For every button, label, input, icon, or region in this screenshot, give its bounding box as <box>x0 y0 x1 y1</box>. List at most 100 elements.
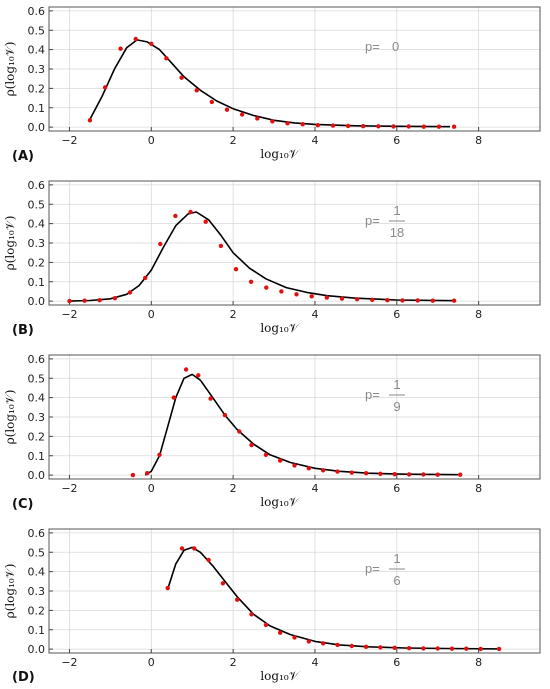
data-point <box>363 644 369 649</box>
data-point <box>370 297 375 302</box>
data-point <box>222 412 228 418</box>
x-tick-label: 4 <box>311 134 318 147</box>
annotation-prefix: p= <box>365 561 380 576</box>
data-point <box>378 471 383 476</box>
annotation-denominator: 6 <box>393 573 400 588</box>
annotation-numerator: 1 <box>393 551 400 566</box>
data-point <box>376 124 381 129</box>
data-point <box>203 219 208 224</box>
data-point <box>345 123 351 129</box>
data-point <box>165 585 170 591</box>
y-tick-label: 0.6 <box>28 179 46 192</box>
panel-label: (B) <box>12 323 34 338</box>
data-point <box>133 36 138 42</box>
data-point <box>285 121 290 126</box>
data-point <box>127 290 133 295</box>
y-tick-label: 0.1 <box>28 276 46 289</box>
y-axis-label: ρ(log₁₀𝒱) <box>3 216 17 271</box>
x-tick-label: 2 <box>230 308 237 321</box>
x-tick-label: 6 <box>393 308 400 321</box>
data-point <box>249 442 254 448</box>
y-tick-label: 0.3 <box>28 237 46 250</box>
data-point <box>188 209 193 215</box>
data-point <box>183 367 189 372</box>
data-point <box>320 468 326 473</box>
data-point <box>263 452 269 457</box>
data-point <box>206 557 211 563</box>
data-point <box>363 471 369 476</box>
data-point <box>157 452 162 457</box>
data-point <box>82 298 87 303</box>
y-tick-label: 0.4 <box>28 566 46 579</box>
data-point <box>264 285 269 290</box>
data-point <box>324 295 329 300</box>
data-point <box>179 75 184 80</box>
data-point <box>171 395 176 400</box>
x-tick-label: −2 <box>61 482 77 495</box>
data-point <box>306 466 311 471</box>
data-point <box>196 373 201 378</box>
data-point <box>194 88 199 93</box>
data-point <box>208 396 213 401</box>
data-point <box>339 296 345 301</box>
data-point <box>237 429 242 434</box>
data-point <box>220 581 226 586</box>
x-tick-label: 2 <box>230 656 237 669</box>
data-point <box>451 298 457 303</box>
data-point <box>315 123 320 128</box>
x-axis-label: log₁₀𝒱 <box>260 669 300 683</box>
x-tick-label: 8 <box>475 482 482 495</box>
data-point <box>292 463 297 468</box>
y-tick-label: 0.5 <box>28 372 46 385</box>
y-tick-label: 0.6 <box>28 527 46 540</box>
data-point <box>294 292 299 297</box>
data-point <box>235 597 240 602</box>
data-point <box>233 267 239 272</box>
panel-label: (A) <box>12 149 34 164</box>
data-point <box>306 639 311 644</box>
annotation-denominator: 9 <box>393 399 400 414</box>
data-point <box>335 469 340 474</box>
data-point <box>349 470 354 475</box>
data-point <box>421 646 426 651</box>
data-point <box>279 289 284 294</box>
annotation-prefix: p= <box>365 39 380 54</box>
x-tick-label: −2 <box>61 656 77 669</box>
data-point <box>354 297 360 302</box>
y-tick-label: 0.1 <box>28 624 46 637</box>
y-tick-label: 0.5 <box>28 24 46 37</box>
y-tick-label: 0.2 <box>28 256 46 269</box>
panel-label: (D) <box>12 670 35 685</box>
data-point <box>415 298 420 303</box>
y-tick-label: 0.4 <box>28 392 46 405</box>
data-point <box>130 472 136 478</box>
annotation-prefix: p= <box>365 387 380 402</box>
y-tick-label: 0.6 <box>28 353 46 366</box>
annotation-prefix: p= <box>365 213 380 228</box>
data-point <box>179 546 185 551</box>
panel-label: (C) <box>12 497 33 512</box>
data-point <box>378 645 383 650</box>
data-point <box>451 124 457 129</box>
data-point <box>496 646 502 652</box>
data-point <box>87 118 93 123</box>
x-tick-label: 6 <box>393 656 400 669</box>
x-tick-label: 8 <box>475 134 482 147</box>
data-point <box>435 646 440 651</box>
x-tick-label: 4 <box>311 308 318 321</box>
x-tick-label: 2 <box>230 134 237 147</box>
y-tick-label: 0.5 <box>28 198 46 211</box>
x-axis-label: log₁₀𝒱 <box>260 321 300 335</box>
data-point <box>192 546 197 551</box>
data-point <box>97 298 102 303</box>
data-point <box>173 213 178 219</box>
x-axis-label: log₁₀𝒱 <box>260 495 300 509</box>
data-point <box>330 123 336 128</box>
data-point <box>430 298 435 303</box>
annotation-numerator: 1 <box>393 377 400 392</box>
data-point <box>145 471 150 476</box>
x-axis-label: log₁₀𝒱 <box>260 147 300 161</box>
data-point <box>249 612 254 617</box>
data-point <box>67 298 72 304</box>
